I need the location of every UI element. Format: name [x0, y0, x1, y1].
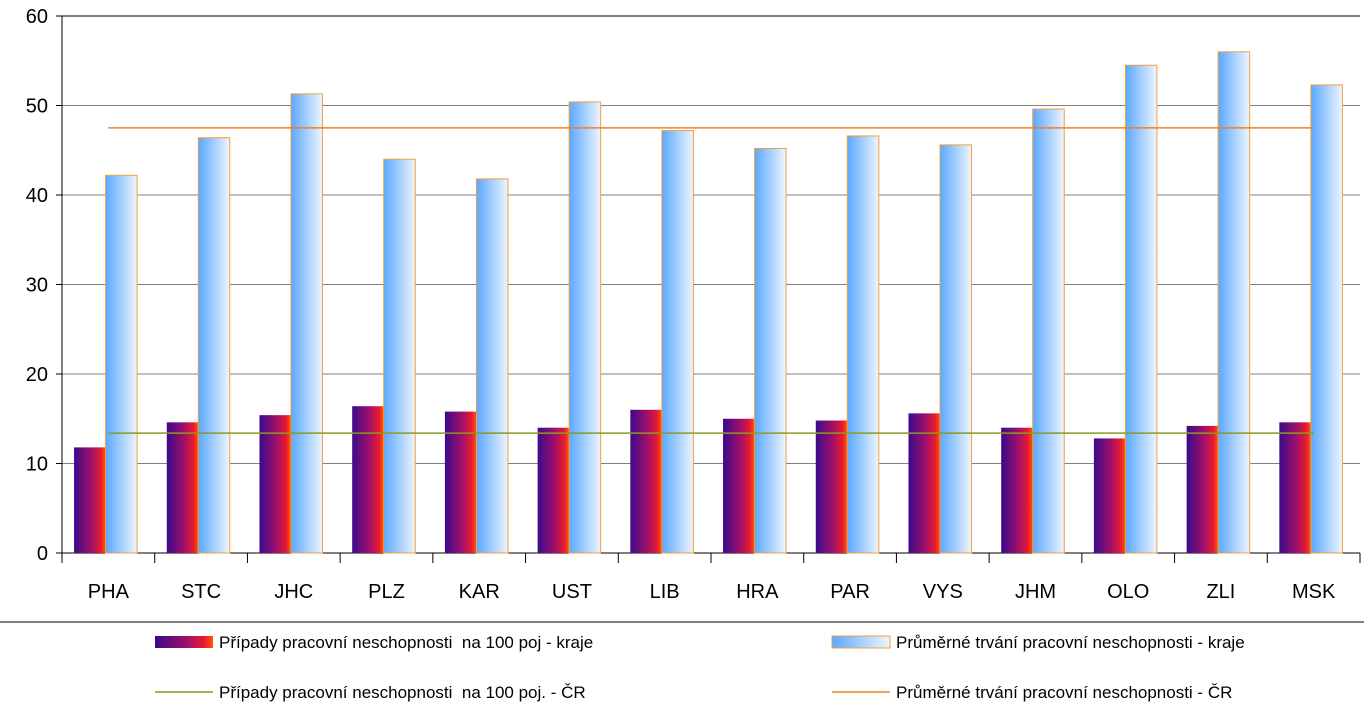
x-tick-label-jhm: JHM: [1015, 581, 1056, 603]
x-tick-labels: PHA STC JHC PLZ KAR UST LIB HRA PAR VYS JHM OLO ZLI M…: [88, 581, 1336, 603]
legend: Případy pracovní neschopnosti na 100 poj…: [0, 621, 1364, 702]
y-tick-label: 0: [37, 543, 48, 565]
reference-lines: [108, 127, 1314, 434]
y-tick-labels: 0 10 20 30 40 50 60: [26, 6, 48, 565]
x-tick-label-vys: VYS: [923, 581, 963, 603]
y-tick-label: 60: [26, 6, 48, 28]
bar-cases-lib: [630, 409, 662, 553]
y-tick-label: 40: [26, 185, 48, 207]
bar-cases-plz: [352, 406, 384, 553]
legend-label-1: Případy pracovní neschopnosti na 100 poj…: [219, 633, 593, 652]
bar-cases-jhm: [1001, 427, 1033, 553]
x-tick-label-ust: UST: [552, 581, 592, 603]
bar-duration-stc: [197, 137, 231, 554]
x-tick-label-stc: STC: [181, 581, 221, 603]
grid: [62, 105, 1360, 464]
x-tick-label-msk: MSK: [1292, 581, 1336, 603]
bar-duration-kar: [475, 178, 509, 554]
x-tick-label-zli: ZLI: [1206, 581, 1235, 603]
y-tick-label: 30: [26, 275, 48, 297]
bar-duration-zli: [1217, 51, 1251, 554]
legend-swatch-cases-kraje: [155, 636, 213, 648]
bar-cases-hra: [723, 418, 755, 553]
y-tick-label: 10: [26, 454, 48, 476]
x-tick-label-hra: HRA: [736, 581, 779, 603]
bar-duration-vys: [939, 144, 973, 554]
bar-cases-kar: [444, 411, 477, 553]
x-tick-label-par: PAR: [830, 581, 870, 603]
y-tick-label: 20: [26, 364, 48, 386]
bar-cases-par: [815, 420, 848, 553]
bar-cases-msk: [1279, 422, 1311, 553]
bar-duration-pha: [105, 174, 138, 554]
y-tick-label: 50: [26, 96, 48, 118]
bar-duration-lib: [661, 130, 694, 554]
bar-cases-ust: [537, 427, 570, 553]
x-tick-label-lib: LIB: [650, 581, 680, 603]
x-tick-label-pha: PHA: [88, 581, 130, 603]
bar-duration-plz: [383, 158, 416, 554]
bar-duration-jhm: [1032, 108, 1065, 554]
axes: [56, 15, 1361, 563]
bar-cases-stc: [166, 422, 199, 553]
bar-cases-jhc: [259, 415, 292, 553]
bar-cases-olo: [1093, 438, 1126, 553]
legend-label-2: Průměrné trvání pracovní neschopnosti - …: [896, 633, 1245, 652]
bar-duration-par: [846, 135, 880, 554]
x-tick-label-plz: PLZ: [368, 581, 405, 603]
legend-label-4: Průměrné trvání pracovní neschopnosti - …: [896, 683, 1232, 702]
x-tick-label-jhc: JHC: [274, 581, 313, 603]
x-tick-label-olo: OLO: [1107, 581, 1149, 603]
bar-duration-jhc: [290, 93, 324, 554]
legend-label-3: Případy pracovní neschopnosti na 100 poj…: [219, 683, 586, 702]
bar-duration-olo: [1124, 64, 1158, 554]
bar-duration-msk: [1310, 84, 1343, 554]
bar-cases-zli: [1186, 425, 1219, 553]
x-tick-label-kar: KAR: [459, 581, 500, 603]
bar-cases-vys: [908, 413, 941, 553]
bar-duration-ust: [568, 101, 602, 554]
bar-duration-hra: [754, 147, 787, 554]
bar-cases-pha: [74, 447, 106, 553]
bars: [74, 51, 1343, 554]
legend-swatch-duration-kraje: [831, 635, 891, 649]
